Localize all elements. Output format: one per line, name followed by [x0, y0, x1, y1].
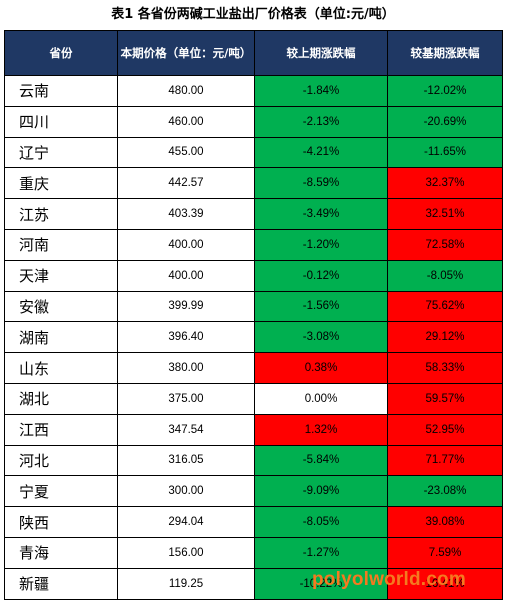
- yoy-change-cell: 59.57%: [387, 382, 503, 415]
- salt-price-table: 省份 本期价格（单位：元/吨） 较上期涨跌幅 较基期涨跌幅 云南 480.00 -1…: [4, 30, 503, 600]
- yoy-change-cell: 75.62%: [387, 290, 503, 323]
- price-cell: 375.00: [117, 382, 255, 415]
- table-row: 天津 400.00 -0.12% -8.05%: [4, 259, 503, 292]
- yoy-change-cell: 7.59%: [387, 536, 503, 569]
- yoy-change-cell: -8.05%: [387, 259, 503, 292]
- province-cell: 重庆: [4, 167, 118, 200]
- mom-change-cell: -9.09%: [254, 475, 388, 508]
- price-cell: 403.39: [117, 198, 255, 230]
- price-cell: 294.04: [117, 506, 255, 538]
- price-cell: 300.00: [117, 475, 255, 508]
- site-watermark: polyolworld.com: [312, 569, 466, 590]
- province-cell: 河南: [4, 228, 118, 261]
- mom-change-cell: -4.21%: [254, 136, 388, 169]
- yoy-change-cell: 32.51%: [387, 198, 503, 230]
- price-cell: 400.00: [117, 228, 255, 261]
- province-cell: 陕西: [4, 506, 118, 538]
- yoy-change-cell: -23.08%: [387, 475, 503, 508]
- mom-change-cell: -8.59%: [254, 167, 388, 200]
- province-cell: 青海: [4, 536, 118, 569]
- yoy-change-cell: 39.08%: [387, 506, 503, 538]
- table-row: 辽宁 455.00 -4.21% -11.65%: [4, 136, 503, 169]
- mom-change-cell: -8.05%: [254, 506, 388, 538]
- price-cell: 396.40: [117, 321, 255, 354]
- table-row: 湖南 396.40 -3.08% 29.12%: [4, 321, 503, 354]
- mom-change-cell: 0.38%: [254, 352, 388, 384]
- table-row: 四川 460.00 -2.13% -20.69%: [4, 105, 503, 138]
- province-cell: 天津: [4, 259, 118, 292]
- province-cell: 江西: [4, 413, 118, 446]
- table-caption: 表1 各省份两碱工业盐出厂价格表（单位:元/吨）: [111, 7, 395, 22]
- table-row: 青海 156.00 -1.27% 7.59%: [4, 536, 503, 569]
- header-province: 省份: [4, 30, 118, 76]
- province-cell: 河北: [4, 444, 118, 477]
- mom-change-cell: -1.27%: [254, 536, 388, 569]
- header-price: 本期价格（单位：元/吨）: [117, 30, 255, 76]
- yoy-change-cell: 32.37%: [387, 167, 503, 200]
- yoy-change-cell: 71.77%: [387, 444, 503, 477]
- yoy-change-cell: -20.69%: [387, 105, 503, 138]
- yoy-change-cell: 72.58%: [387, 228, 503, 261]
- price-cell: 455.00: [117, 136, 255, 169]
- table-row: 河南 400.00 -1.20% 72.58%: [4, 228, 503, 261]
- yoy-change-cell: -11.65%: [387, 136, 503, 169]
- mom-change-cell: -1.56%: [254, 290, 388, 323]
- yoy-change-cell: 58.33%: [387, 352, 503, 384]
- province-cell: 云南: [4, 75, 118, 107]
- mom-change-cell: -1.84%: [254, 75, 388, 107]
- table-row: 重庆 442.57 -8.59% 32.37%: [4, 167, 503, 200]
- price-cell: 400.00: [117, 259, 255, 292]
- header-mom-change: 较上期涨跌幅: [254, 30, 388, 76]
- price-cell: 399.99: [117, 290, 255, 323]
- table-row: 新疆 119.25 -10.22% 16.41%: [4, 567, 503, 600]
- table-row: 河北 316.05 -5.84% 71.77%: [4, 444, 503, 477]
- table-row: 安徽 399.99 -1.56% 75.62%: [4, 290, 503, 323]
- mom-change-cell: 0.00%: [254, 382, 388, 415]
- province-cell: 辽宁: [4, 136, 118, 169]
- mom-change-cell: -0.12%: [254, 259, 388, 292]
- price-cell: 347.54: [117, 413, 255, 446]
- mom-change-cell: -3.49%: [254, 198, 388, 230]
- price-cell: 156.00: [117, 536, 255, 569]
- header-row: 省份 本期价格（单位：元/吨） 较上期涨跌幅 较基期涨跌幅: [4, 30, 503, 76]
- mom-change-cell: -3.08%: [254, 321, 388, 354]
- table-row: 湖北 375.00 0.00% 59.57%: [4, 382, 503, 415]
- price-cell: 442.57: [117, 167, 255, 200]
- yoy-change-cell: 16.41%: [387, 567, 503, 600]
- province-cell: 四川: [4, 105, 118, 138]
- province-cell: 湖北: [4, 382, 118, 415]
- yoy-change-cell: 29.12%: [387, 321, 503, 354]
- price-cell: 380.00: [117, 352, 255, 384]
- table-row: 江苏 403.39 -3.49% 32.51%: [4, 198, 503, 230]
- province-cell: 山东: [4, 352, 118, 384]
- table-body: 云南 480.00 -1.84% -12.02% 四川 460.00 -2.13% -20.6…: [4, 75, 503, 600]
- province-cell: 安徽: [4, 290, 118, 323]
- table-row: 山东 380.00 0.38% 58.33%: [4, 352, 503, 384]
- table-row: 宁夏 300.00 -9.09% -23.08%: [4, 475, 503, 508]
- price-cell: 119.25: [117, 567, 255, 600]
- price-cell: 480.00: [117, 75, 255, 107]
- table-row: 江西 347.54 1.32% 52.95%: [4, 413, 503, 446]
- table-row: 陕西 294.04 -8.05% 39.08%: [4, 506, 503, 538]
- header-yoy-change: 较基期涨跌幅: [387, 30, 503, 76]
- price-cell: 460.00: [117, 105, 255, 138]
- mom-change-cell: -1.20%: [254, 228, 388, 261]
- mom-change-cell: -2.13%: [254, 105, 388, 138]
- province-cell: 新疆: [4, 567, 118, 600]
- mom-change-cell: -10.22%: [254, 567, 388, 600]
- mom-change-cell: -5.84%: [254, 444, 388, 477]
- yoy-change-cell: -12.02%: [387, 75, 503, 107]
- yoy-change-cell: 52.95%: [387, 413, 503, 446]
- table-row: 云南 480.00 -1.84% -12.02%: [4, 75, 503, 107]
- mom-change-cell: 1.32%: [254, 413, 388, 446]
- province-cell: 湖南: [4, 321, 118, 354]
- province-cell: 宁夏: [4, 475, 118, 508]
- province-cell: 江苏: [4, 198, 118, 230]
- price-cell: 316.05: [117, 444, 255, 477]
